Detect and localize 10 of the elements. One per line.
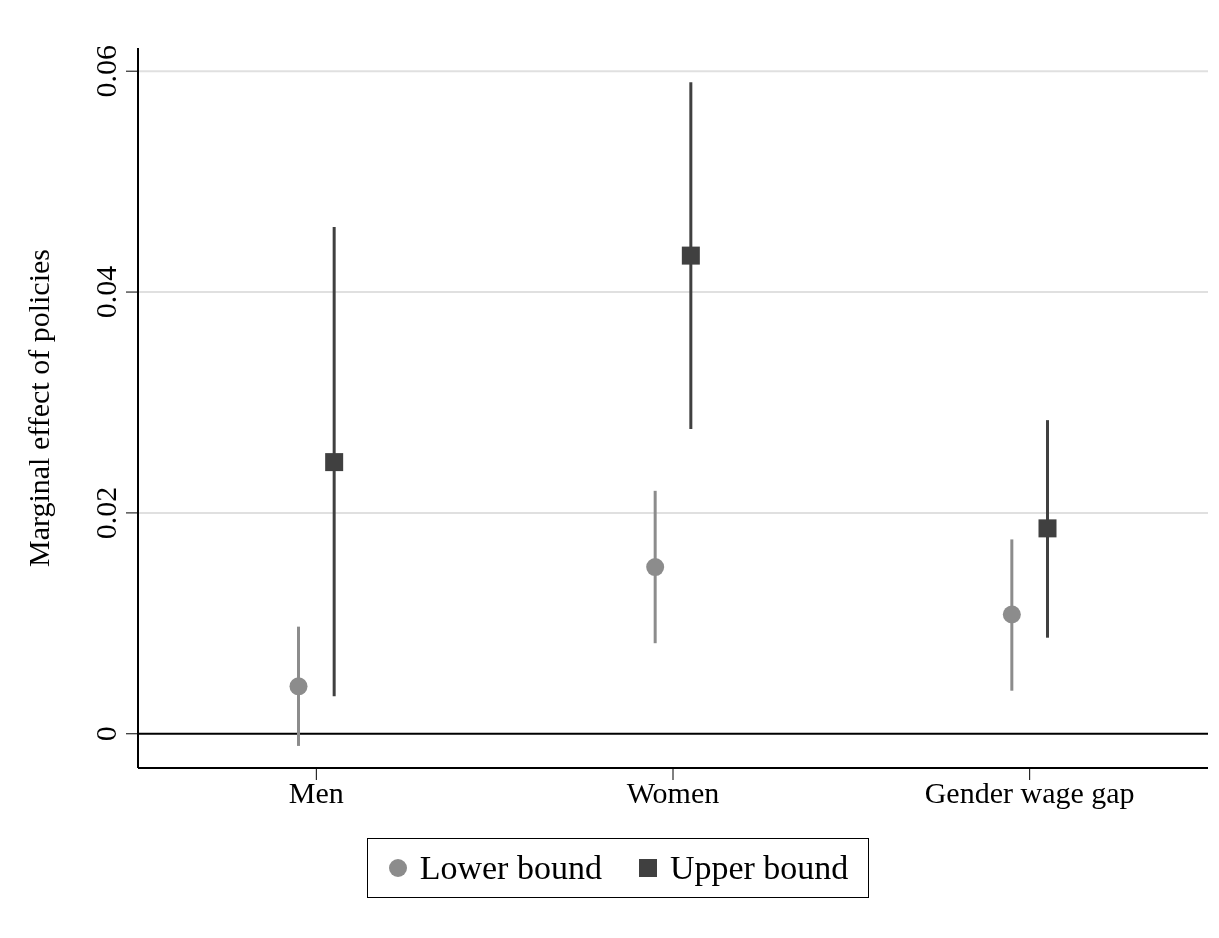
x-tick-label: Gender wage gap	[924, 776, 1135, 810]
y-tick-label: 0	[89, 726, 122, 742]
y-tick-label: 0.02	[89, 486, 122, 540]
y-tick-label: 0.04	[89, 265, 122, 319]
y-tick-label: 0.06	[89, 44, 122, 98]
legend-label: Upper bound	[669, 849, 849, 887]
x-tick-label: Men	[288, 776, 344, 810]
y-axis-title: Marginal effect of policies	[21, 249, 55, 567]
x-tick-label: Women	[626, 776, 720, 810]
legend-label: Lower bound	[419, 849, 602, 887]
